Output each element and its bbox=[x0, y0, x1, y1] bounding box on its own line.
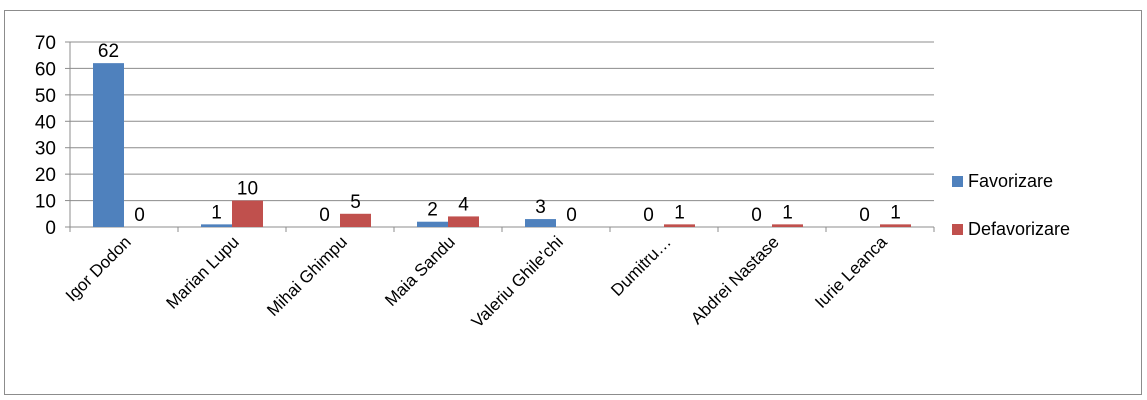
data-label: 1 bbox=[890, 202, 901, 223]
data-label: 0 bbox=[859, 205, 870, 226]
bar-favorizare bbox=[525, 219, 556, 227]
data-label: 5 bbox=[350, 192, 361, 213]
data-label: 0 bbox=[319, 205, 330, 226]
x-tick-label: Dumitru… bbox=[607, 232, 675, 300]
x-tick-label: Igor Dodon bbox=[62, 232, 135, 305]
x-tick-label: Abdrei Nastase bbox=[687, 232, 783, 328]
data-label: 1 bbox=[674, 202, 685, 223]
chart-frame bbox=[4, 10, 1142, 395]
y-tick-label: 50 bbox=[35, 86, 56, 107]
y-tick-label: 20 bbox=[35, 165, 56, 186]
bar-favorizare bbox=[93, 63, 124, 228]
data-label: 0 bbox=[643, 205, 654, 226]
x-tick-label: Marian Lupu bbox=[163, 232, 243, 312]
bar-favorizare bbox=[417, 221, 448, 227]
bar-defavorizare bbox=[340, 213, 371, 227]
data-label: 3 bbox=[535, 197, 546, 218]
y-tick-label: 40 bbox=[35, 112, 56, 133]
y-tick-label: 60 bbox=[35, 59, 56, 80]
x-tick-label: Valeriu Ghile'chi bbox=[468, 232, 567, 331]
legend-entry-favorizare: Favorizare bbox=[968, 171, 1053, 191]
bar-defavorizare bbox=[448, 216, 479, 227]
legend-swatch-defavorizare bbox=[952, 224, 963, 235]
data-label: 1 bbox=[211, 202, 222, 223]
data-label: 0 bbox=[134, 205, 145, 226]
data-label: 4 bbox=[458, 194, 469, 215]
bar-favorizare bbox=[201, 224, 232, 227]
x-tick-label: Maia Sandu bbox=[381, 232, 459, 310]
y-tick-label: 30 bbox=[35, 139, 56, 160]
bar-defavorizare bbox=[664, 224, 695, 227]
data-label: 2 bbox=[427, 200, 438, 221]
data-label: 62 bbox=[98, 41, 119, 62]
y-tick-label: 0 bbox=[45, 218, 56, 239]
x-tick-label: Iurie Leanca bbox=[811, 232, 891, 312]
y-tick-label: 10 bbox=[35, 192, 56, 213]
bar-defavorizare bbox=[880, 224, 911, 227]
data-label: 1 bbox=[782, 202, 793, 223]
bar-defavorizare bbox=[232, 200, 263, 227]
x-tick-label: Mihai Ghimpu bbox=[263, 232, 351, 320]
legend-swatch-favorizare bbox=[952, 176, 963, 187]
data-label: 10 bbox=[237, 179, 258, 200]
legend-entry-defavorizare: Defavorizare bbox=[968, 219, 1070, 239]
data-label: 0 bbox=[751, 205, 762, 226]
bar-defavorizare bbox=[772, 224, 803, 227]
data-label: 0 bbox=[566, 205, 577, 226]
y-tick-label: 70 bbox=[35, 33, 56, 54]
